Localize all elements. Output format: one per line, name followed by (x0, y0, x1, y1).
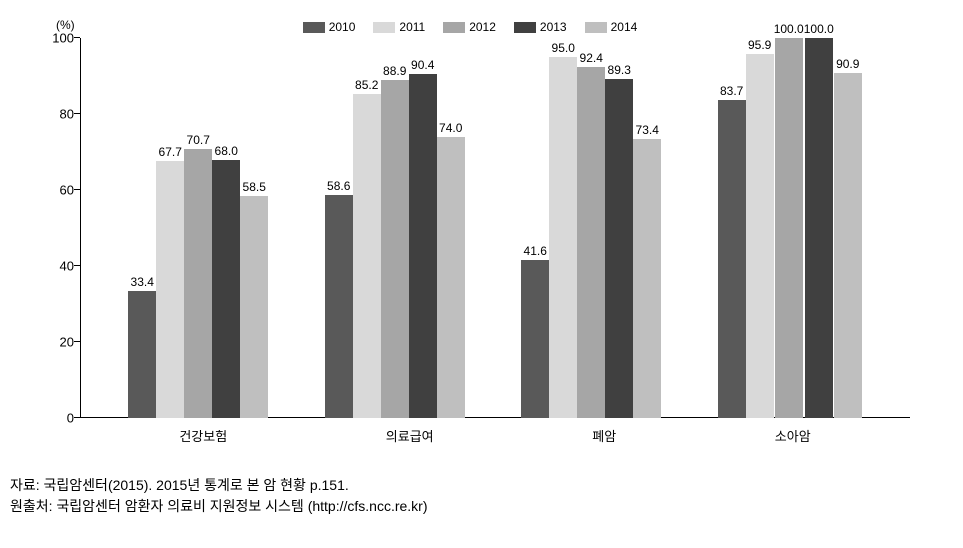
x-tick-label: 폐암 (592, 426, 616, 445)
bar-group: 41.6 95.0 92.4 89.3 73.4 (521, 41, 661, 418)
bar: 90.9 (834, 57, 862, 418)
bar-groups: 33.4 67.7 70.7 68.0 58.5 58.6 85.2 88.9 90.4 74.0… (80, 38, 910, 418)
bar-group: 58.6 85.2 88.9 90.4 74.0 (325, 58, 465, 418)
bar: 88.9 (381, 64, 409, 418)
legend-item: 2013 (514, 20, 567, 34)
bar-value-label: 85.2 (355, 78, 378, 92)
source-line-2: 원출처: 국립암센터 암환자 의료비 지원정보 시스템 (http://cfs.… (10, 496, 930, 517)
bar: 58.5 (240, 180, 268, 418)
y-tick-label: 0 (40, 411, 74, 426)
bar-rect (353, 94, 381, 418)
bar-group: 33.4 67.7 70.7 68.0 58.5 (128, 133, 268, 418)
x-tick-label: 의료급여 (386, 426, 434, 445)
y-tick-label: 80 (40, 107, 74, 122)
bar-rect (156, 161, 184, 418)
legend-label: 2013 (540, 20, 567, 34)
bar-value-label: 68.0 (215, 144, 238, 158)
bar-rect (746, 54, 774, 418)
legend-label: 2014 (611, 20, 638, 34)
bar: 70.7 (184, 133, 212, 418)
bar-value-label: 41.6 (524, 244, 547, 258)
bar: 83.7 (718, 84, 746, 418)
bar-rect (633, 139, 661, 418)
bar-rect (834, 73, 862, 418)
bar-value-label: 58.6 (327, 179, 350, 193)
bar-rect (805, 38, 833, 418)
bar-value-label: 88.9 (383, 64, 406, 78)
bar-value-label: 67.7 (159, 145, 182, 159)
bar-group: 83.795.9100.0100.090.9 (718, 22, 862, 418)
plot-area: (%) 020406080100 33.467.770.768.058.558.… (80, 38, 910, 418)
bar-rect (325, 195, 353, 418)
x-tick-label: 소아암 (775, 426, 811, 445)
legend-swatch (443, 22, 465, 33)
bar-value-label: 33.4 (131, 275, 154, 289)
bar: 41.6 (521, 244, 549, 418)
bar: 85.2 (353, 78, 381, 418)
footer-notes: 자료: 국립암센터(2015). 2015년 통계로 본 암 현황 p.151.… (10, 475, 930, 517)
legend-item: 2011 (373, 20, 425, 34)
bar: 68.0 (212, 144, 240, 418)
legend-swatch (303, 22, 325, 33)
bar: 33.4 (128, 275, 156, 418)
legend-item: 2010 (303, 20, 356, 34)
bar-value-label: 90.9 (836, 57, 859, 71)
y-tick-label: 100 (40, 31, 74, 46)
chart: 20102011201220132014 (%) 020406080100 33… (10, 20, 930, 517)
bar-rect (437, 137, 465, 418)
bar-rect (605, 79, 633, 418)
bar-value-label: 92.4 (580, 51, 603, 65)
legend-label: 2010 (329, 20, 356, 34)
y-tick-label: 60 (40, 183, 74, 198)
bar: 74.0 (437, 121, 465, 418)
bar-value-label: 83.7 (720, 84, 743, 98)
bar: 90.4 (409, 58, 437, 418)
bar-value-label: 73.4 (636, 123, 659, 137)
legend-item: 2012 (443, 20, 496, 34)
legend-item: 2014 (585, 20, 638, 34)
legend-swatch (373, 22, 395, 33)
bar-rect (184, 149, 212, 418)
bar: 100.0 (804, 22, 834, 418)
source-line-1: 자료: 국립암센터(2015). 2015년 통계로 본 암 현황 p.151. (10, 475, 930, 496)
bar-value-label: 89.3 (608, 63, 631, 77)
bar-rect (521, 260, 549, 418)
bar-rect (240, 196, 268, 418)
y-tick-label: 40 (40, 259, 74, 274)
legend-swatch (585, 22, 607, 33)
bar: 92.4 (577, 51, 605, 418)
bar-rect (409, 74, 437, 418)
bar-rect (128, 291, 156, 418)
x-labels: 건강보험 의료급여 폐암 소아암 (80, 418, 910, 445)
bar-rect (212, 160, 240, 418)
legend-label: 2012 (469, 20, 496, 34)
bar: 58.6 (325, 179, 353, 418)
legend-label: 2011 (399, 20, 425, 34)
bar-rect (381, 80, 409, 418)
bar: 73.4 (633, 123, 661, 418)
legend-swatch (514, 22, 536, 33)
bar-value-label: 58.5 (243, 180, 266, 194)
bar: 89.3 (605, 63, 633, 418)
bar: 67.7 (156, 145, 184, 418)
bar-value-label: 95.0 (552, 41, 575, 55)
bar: 100.0 (774, 22, 804, 418)
bar-rect (775, 38, 803, 418)
bar-rect (577, 67, 605, 418)
y-tick-label: 20 (40, 335, 74, 350)
bar-value-label: 70.7 (187, 133, 210, 147)
x-tick-label: 건강보험 (179, 426, 227, 445)
bar: 95.9 (746, 38, 774, 418)
bar-value-label: 95.9 (748, 38, 771, 52)
bar-value-label: 74.0 (439, 121, 462, 135)
bar-value-label: 90.4 (411, 58, 434, 72)
bar-rect (549, 57, 577, 418)
bar: 95.0 (549, 41, 577, 418)
bar-rect (718, 100, 746, 418)
bar-value-label: 100.0 (774, 22, 804, 36)
bar-value-label: 100.0 (804, 22, 834, 36)
